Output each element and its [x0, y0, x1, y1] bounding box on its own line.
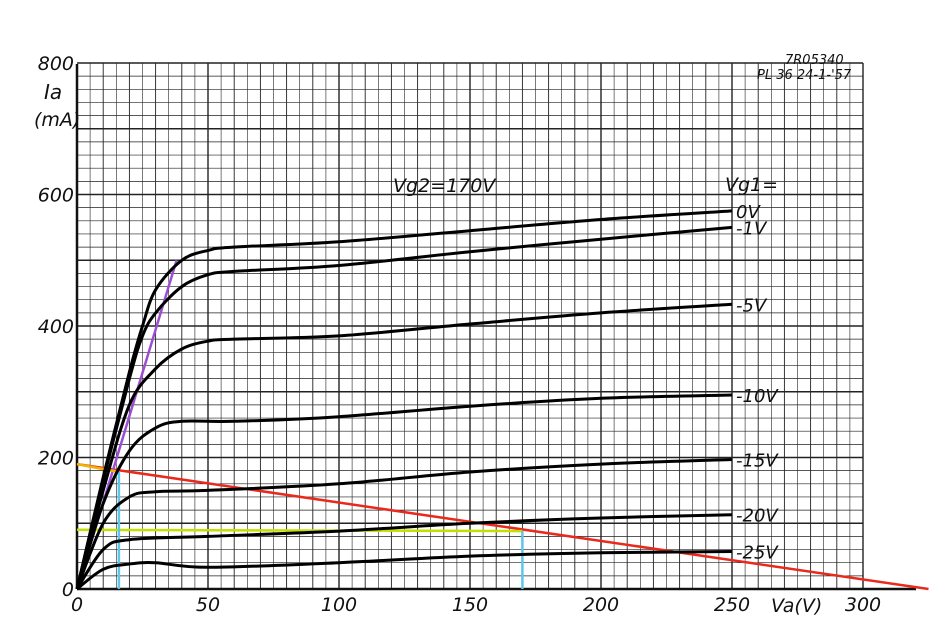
meta-tube-date: PL 36 24-1-'57 — [757, 68, 852, 83]
series-curve — [75, 513, 733, 590]
series-curve — [75, 393, 733, 590]
y-tick-label: 600 — [38, 185, 74, 207]
y-tick-labels: 0 200 400 600 800 — [38, 53, 74, 601]
series-label: -15V — [736, 450, 779, 471]
series-curves — [75, 209, 733, 591]
x-tick-label: 150 — [452, 594, 488, 616]
x-tick-label: 300 — [845, 594, 881, 616]
series-label: -20V — [736, 506, 779, 527]
y-axis-label-unit: (mA) — [34, 109, 80, 131]
y-tick-label: 400 — [38, 316, 74, 338]
series-label: -5V — [736, 295, 768, 316]
overlay-lines — [75, 259, 929, 591]
x-tick-label: 100 — [321, 594, 357, 616]
series-curve — [75, 458, 733, 590]
meta-code: 7R05340 — [785, 53, 844, 68]
series-labels: 0V-1V -5V -10V -15V -20V -25V — [736, 202, 779, 564]
y-tick-label: 200 — [38, 448, 74, 470]
overlay-line — [76, 528, 523, 533]
x-tick-label: 250 — [714, 594, 750, 616]
series-curve — [76, 550, 733, 591]
x-tick-label: 50 — [196, 594, 220, 616]
series-curve — [75, 225, 733, 590]
x-tick-label: 200 — [583, 594, 619, 616]
series-label: -10V — [736, 386, 779, 407]
overlay-line — [76, 462, 120, 474]
x-axis-label: Va(V) — [771, 595, 822, 617]
series-curve — [75, 302, 733, 590]
axes — [75, 64, 916, 591]
y-tick-label: 800 — [38, 53, 74, 75]
y-tick-label: 0 — [62, 579, 74, 601]
grid — [77, 62, 864, 589]
legend-header: Vg1= — [725, 174, 778, 196]
series-label: -25V — [736, 543, 779, 564]
series-curve — [75, 209, 733, 590]
x-tick-label: 0 — [71, 594, 83, 616]
series-label: 0V — [736, 202, 761, 223]
overlay-line — [76, 462, 929, 591]
x-tick-labels: 0 50 100 150 200 250 300 — [71, 594, 881, 616]
y-axis-label-symbol: Ia — [44, 80, 62, 104]
series-label: -1V — [736, 218, 768, 239]
annotation-vg2: Vg2=170V — [393, 175, 497, 197]
